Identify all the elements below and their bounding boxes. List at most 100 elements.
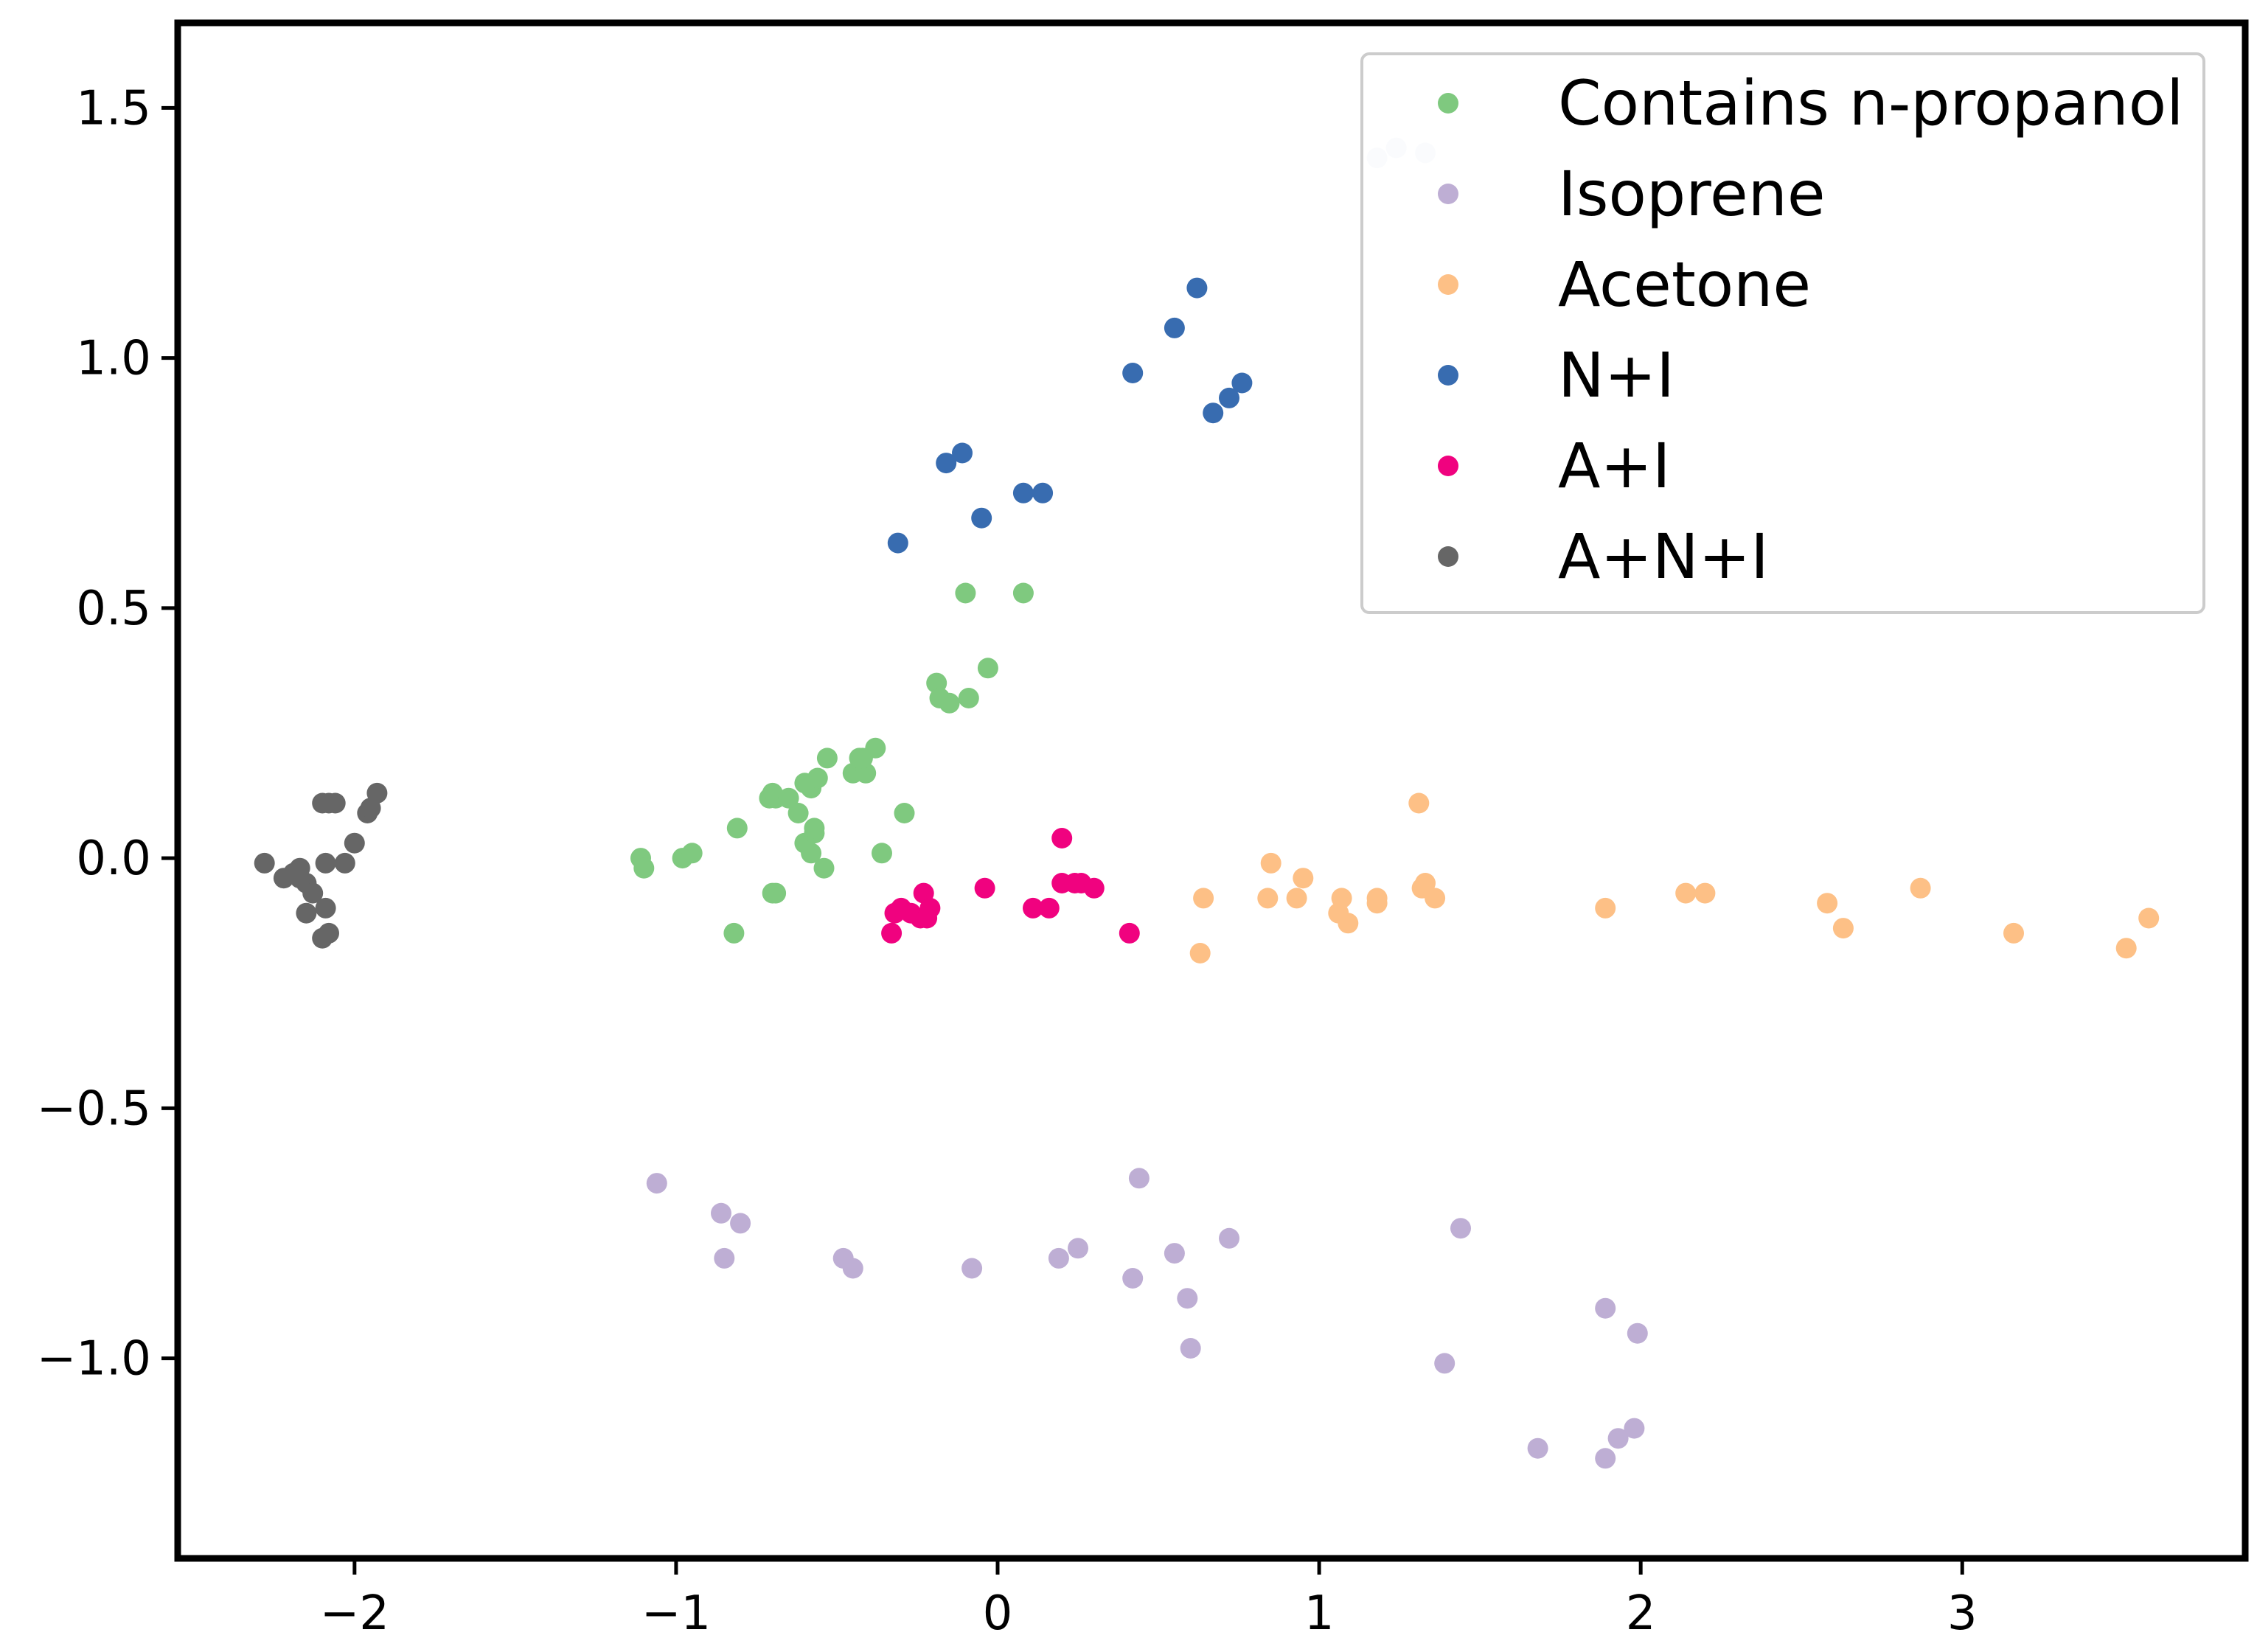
data-point: [1032, 482, 1054, 503]
data-point: [315, 897, 336, 919]
data-point: [1012, 582, 1034, 604]
data-point: [787, 803, 809, 823]
data-point: [816, 747, 838, 769]
data-point: [881, 922, 903, 944]
data-point: [1012, 482, 1034, 503]
data-point: [961, 1258, 983, 1279]
data-point: [842, 1258, 863, 1279]
y-tick-label: 1.5: [76, 81, 151, 136]
legend-marker: [1438, 93, 1458, 114]
y-tick-label: 1.0: [76, 332, 151, 386]
data-point: [1122, 363, 1144, 383]
data-point: [1595, 1448, 1616, 1469]
data-point: [1083, 877, 1105, 899]
x-tick-label: 2: [1626, 1586, 1656, 1641]
series-1: [646, 1168, 1648, 1469]
x-tick-label: −2: [320, 1586, 389, 1641]
x-tick-label: 1: [1304, 1586, 1335, 1641]
data-point: [646, 1173, 667, 1194]
legend-label: Isoprene: [1558, 158, 1826, 230]
legend-box: [1360, 52, 2205, 614]
data-point: [1627, 1322, 1648, 1344]
data-point: [730, 1213, 751, 1234]
data-point: [1186, 277, 1208, 299]
data-point: [302, 882, 324, 904]
data-point: [1595, 1297, 1616, 1319]
data-point: [726, 818, 748, 839]
data-point: [872, 843, 892, 864]
x-axis: −2 −1 0 1 2 3: [320, 1561, 1978, 1641]
x-tick-label: −1: [641, 1586, 711, 1641]
legend-label: N+I: [1558, 339, 1675, 411]
data-point: [939, 692, 960, 714]
series-0: [630, 582, 1034, 944]
data-point: [1023, 897, 1043, 919]
data-point: [778, 787, 799, 809]
data-point: [1203, 402, 1224, 424]
data-point: [894, 803, 915, 823]
legend-label: A+I: [1558, 430, 1671, 502]
data-point: [1189, 943, 1211, 963]
data-point: [936, 453, 957, 474]
data-point: [813, 857, 835, 879]
data-point: [2115, 938, 2137, 959]
data-point: [762, 882, 783, 904]
data-point: [955, 582, 976, 604]
data-point: [633, 857, 655, 879]
data-point: [1408, 792, 1430, 814]
data-point: [1331, 888, 1352, 909]
data-point: [1338, 913, 1359, 934]
data-point: [1177, 1288, 1198, 1309]
data-point: [681, 843, 703, 864]
series-3: [887, 277, 1253, 554]
data-point: [1595, 897, 1616, 919]
series-2: [1189, 792, 2160, 963]
y-tick-label: 0.5: [76, 582, 151, 636]
y-axis: 1.5 1.0 0.5 0.0 −0.5 −1.0: [37, 81, 175, 1387]
x-tick-label: 3: [1947, 1586, 1978, 1641]
data-point: [1257, 888, 1279, 909]
data-point: [1219, 1227, 1239, 1249]
data-point: [1425, 888, 1446, 909]
data-point: [887, 532, 908, 554]
data-point: [917, 907, 938, 929]
data-point: [1231, 372, 1253, 394]
data-point: [296, 902, 317, 924]
data-point: [1607, 1428, 1629, 1449]
y-tick-label: −1.0: [37, 1332, 151, 1387]
x-tick-label: 0: [983, 1586, 1013, 1641]
data-point: [974, 877, 995, 899]
series-5: [254, 782, 388, 949]
data-point: [366, 782, 388, 804]
data-point: [1051, 828, 1073, 848]
data-point: [971, 507, 992, 529]
data-point: [1260, 852, 1281, 874]
y-tick-label: 0.0: [76, 832, 151, 886]
data-point: [807, 767, 828, 789]
legend-label: Acetone: [1558, 248, 1811, 321]
data-point: [852, 747, 873, 769]
data-point: [1694, 882, 1716, 904]
data-point: [344, 832, 365, 854]
data-point: [1415, 873, 1436, 893]
data-point: [804, 818, 825, 839]
data-point: [1910, 877, 1931, 899]
data-point: [801, 843, 822, 864]
data-point: [324, 792, 346, 814]
legend-marker: [1438, 184, 1458, 204]
y-tick-label: −0.5: [37, 1081, 151, 1136]
plot-frame: [174, 19, 2249, 1562]
data-point: [1527, 1437, 1548, 1459]
data-point: [315, 852, 336, 874]
data-point: [1624, 1418, 1645, 1439]
data-point: [1366, 888, 1388, 909]
legend-marker: [1438, 546, 1458, 567]
data-point: [1068, 1238, 1088, 1259]
data-point: [2138, 907, 2160, 929]
legend: Contains n-propanol Isoprene Acetone N+I A+I…: [1360, 52, 2205, 614]
legend-marker: [1438, 456, 1458, 476]
data-point: [1128, 1168, 1150, 1189]
data-point: [952, 442, 973, 464]
data-point: [723, 922, 745, 944]
